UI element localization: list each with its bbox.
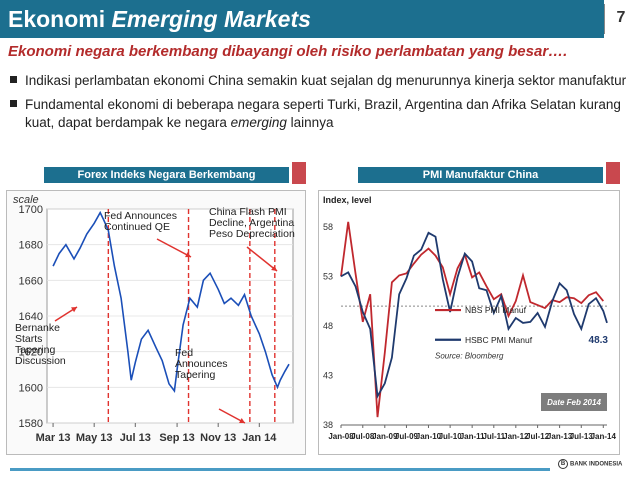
bullet-list: Indikasi perlambatan ekonomi China semak… bbox=[10, 72, 630, 138]
x-tick-label: Jan 14 bbox=[242, 432, 277, 444]
annotation-line: Discussion bbox=[15, 355, 66, 367]
x-tick-label: Mar 13 bbox=[36, 432, 71, 444]
x-tick-label: Jan-10 bbox=[416, 432, 442, 441]
x-tick-label: Jul-12 bbox=[526, 432, 550, 441]
y-tick-label: 1580 bbox=[19, 418, 43, 430]
chart-annotation: Bernanke Starts Tapering Discussion bbox=[15, 322, 66, 367]
right-panel-tab bbox=[606, 162, 620, 184]
chart-background bbox=[319, 191, 619, 454]
pmi-chart: Index, level 38 43 48 53 58 Jan-08Jul-08Jan-09… bbox=[319, 191, 619, 454]
bullet-marker bbox=[10, 100, 17, 107]
slide-subtitle: Ekonomi negara berkembang dibayangi oleh… bbox=[8, 43, 568, 60]
x-tick-label: Jan-09 bbox=[372, 432, 398, 441]
hsbc-pmi-line bbox=[340, 231, 608, 400]
forex-chart-panel: 1580 1600 1620 1640 1660 1680 1700 scale Mar 13 M… bbox=[6, 190, 306, 455]
end-value-label: 48.3 bbox=[589, 335, 609, 346]
left-panel-tab bbox=[292, 162, 306, 184]
title-emphasis: Emerging Markets bbox=[111, 6, 311, 32]
nbs-pmi-line bbox=[340, 221, 604, 418]
logo-emblem-icon: B bbox=[558, 459, 568, 469]
y-tick-label: 1700 bbox=[19, 204, 43, 216]
bullet-marker bbox=[10, 76, 17, 83]
x-tick-label: Jul-08 bbox=[351, 432, 375, 441]
annotation-arrowhead bbox=[239, 418, 245, 423]
annotation-line: China Flash PMI bbox=[209, 206, 287, 218]
x-tick-label: Jul 13 bbox=[120, 432, 151, 444]
annotation-arrow bbox=[156, 238, 192, 258]
date-note: Date Feb 2014 bbox=[547, 398, 601, 407]
annotation-arrow bbox=[246, 246, 278, 272]
annotation-arrowhead bbox=[271, 265, 277, 271]
bank-indonesia-logo: B BANK INDONESIA bbox=[558, 459, 622, 469]
source-note: Source: Bloomberg bbox=[435, 352, 504, 361]
legend-label: NBS PMI Manuf bbox=[465, 305, 527, 315]
annotation-arrowhead bbox=[185, 252, 191, 258]
x-tick-label: Jul-11 bbox=[482, 432, 505, 441]
x-tick-label: Jul-10 bbox=[439, 432, 463, 441]
y-tick-label: 43 bbox=[323, 370, 333, 380]
y-tick-label: 1620 bbox=[19, 347, 43, 359]
y-tick-label: 38 bbox=[323, 420, 333, 430]
y-tick-label: 1660 bbox=[19, 275, 43, 287]
right-panel-title: PMI Manufaktur China bbox=[358, 167, 603, 183]
annotation-line: Continued QE bbox=[104, 221, 170, 233]
x-tick-label: Jul-09 bbox=[395, 432, 419, 441]
annotation-line: Tapering bbox=[15, 344, 55, 356]
chart-annotation: Fed Announces Continued QE bbox=[104, 210, 177, 233]
y-tick-label: 53 bbox=[323, 271, 333, 281]
annotation-line: Fed bbox=[175, 347, 193, 359]
annotation-arrowhead bbox=[71, 307, 77, 313]
chart-annotation: Fed Announces Tapering bbox=[175, 347, 228, 381]
legend-label: HSBC PMI Manuf bbox=[465, 335, 533, 345]
y-tick-label: 1680 bbox=[19, 240, 43, 252]
bullet-emphasis: emerging bbox=[230, 115, 287, 130]
bullet-text-end: lainnya bbox=[286, 115, 334, 130]
chart-annotation: China Flash PMI Decline, Argentina Peso De… bbox=[209, 206, 295, 240]
annotation-line: Announces bbox=[175, 358, 228, 370]
chart-title: Index, level bbox=[323, 195, 372, 205]
pmi-chart-panel: Index, level 38 43 48 53 58 Jan-08 Jul-08 Jan-09… bbox=[318, 190, 620, 455]
annotation-line: Tapering bbox=[175, 369, 215, 381]
annotation-line: Fed Announces bbox=[104, 210, 177, 222]
annotation-line: Peso Depreciation bbox=[209, 228, 295, 240]
y-tick-label: 58 bbox=[323, 222, 333, 232]
left-panel-title: Forex Indeks Negara Berkembang bbox=[44, 167, 289, 183]
y-tick-label: 48 bbox=[323, 321, 333, 331]
x-tick-label: Nov 13 bbox=[200, 432, 236, 444]
bullet-text: Fundamental ekonomi di beberapa negara s… bbox=[25, 97, 621, 130]
y-tick-label: 1640 bbox=[19, 311, 43, 323]
title-text: Ekonomi bbox=[8, 6, 112, 32]
x-tick-label: Jul-13 bbox=[570, 432, 594, 441]
y-tick-label: 1600 bbox=[19, 382, 43, 394]
page-divider bbox=[604, 4, 605, 34]
x-tick-label: Jan-13 bbox=[547, 432, 573, 441]
title-bar: Ekonomi Emerging Markets bbox=[0, 0, 604, 38]
forex-series-line bbox=[52, 210, 290, 393]
x-tick-label: Jan-11 bbox=[460, 432, 485, 441]
logo-text: BANK INDONESIA bbox=[570, 461, 623, 468]
x-tick-label: Jan-08 bbox=[328, 432, 354, 441]
footer-line bbox=[10, 468, 550, 471]
annotation-line: Decline, Argentina bbox=[209, 217, 294, 229]
annotation-line: Starts bbox=[15, 333, 42, 345]
date-note-box bbox=[541, 393, 607, 411]
y-axis-label: scale bbox=[13, 194, 39, 206]
slide-title: Ekonomi Emerging Markets bbox=[8, 6, 311, 33]
annotation-line: Bernanke bbox=[15, 322, 60, 334]
x-tick-label: Jan-14 bbox=[591, 432, 617, 441]
bullet-text: Indikasi perlambatan ekonomi China semak… bbox=[25, 73, 627, 88]
x-tick-label: May 13 bbox=[76, 432, 113, 444]
bullet-item: Fundamental ekonomi di beberapa negara s… bbox=[10, 96, 630, 132]
page-number: 7 bbox=[616, 9, 626, 26]
bullet-item: Indikasi perlambatan ekonomi China semak… bbox=[10, 72, 630, 90]
x-tick-label: Sep 13 bbox=[159, 432, 194, 444]
x-tick-label: Jan-12 bbox=[503, 432, 529, 441]
